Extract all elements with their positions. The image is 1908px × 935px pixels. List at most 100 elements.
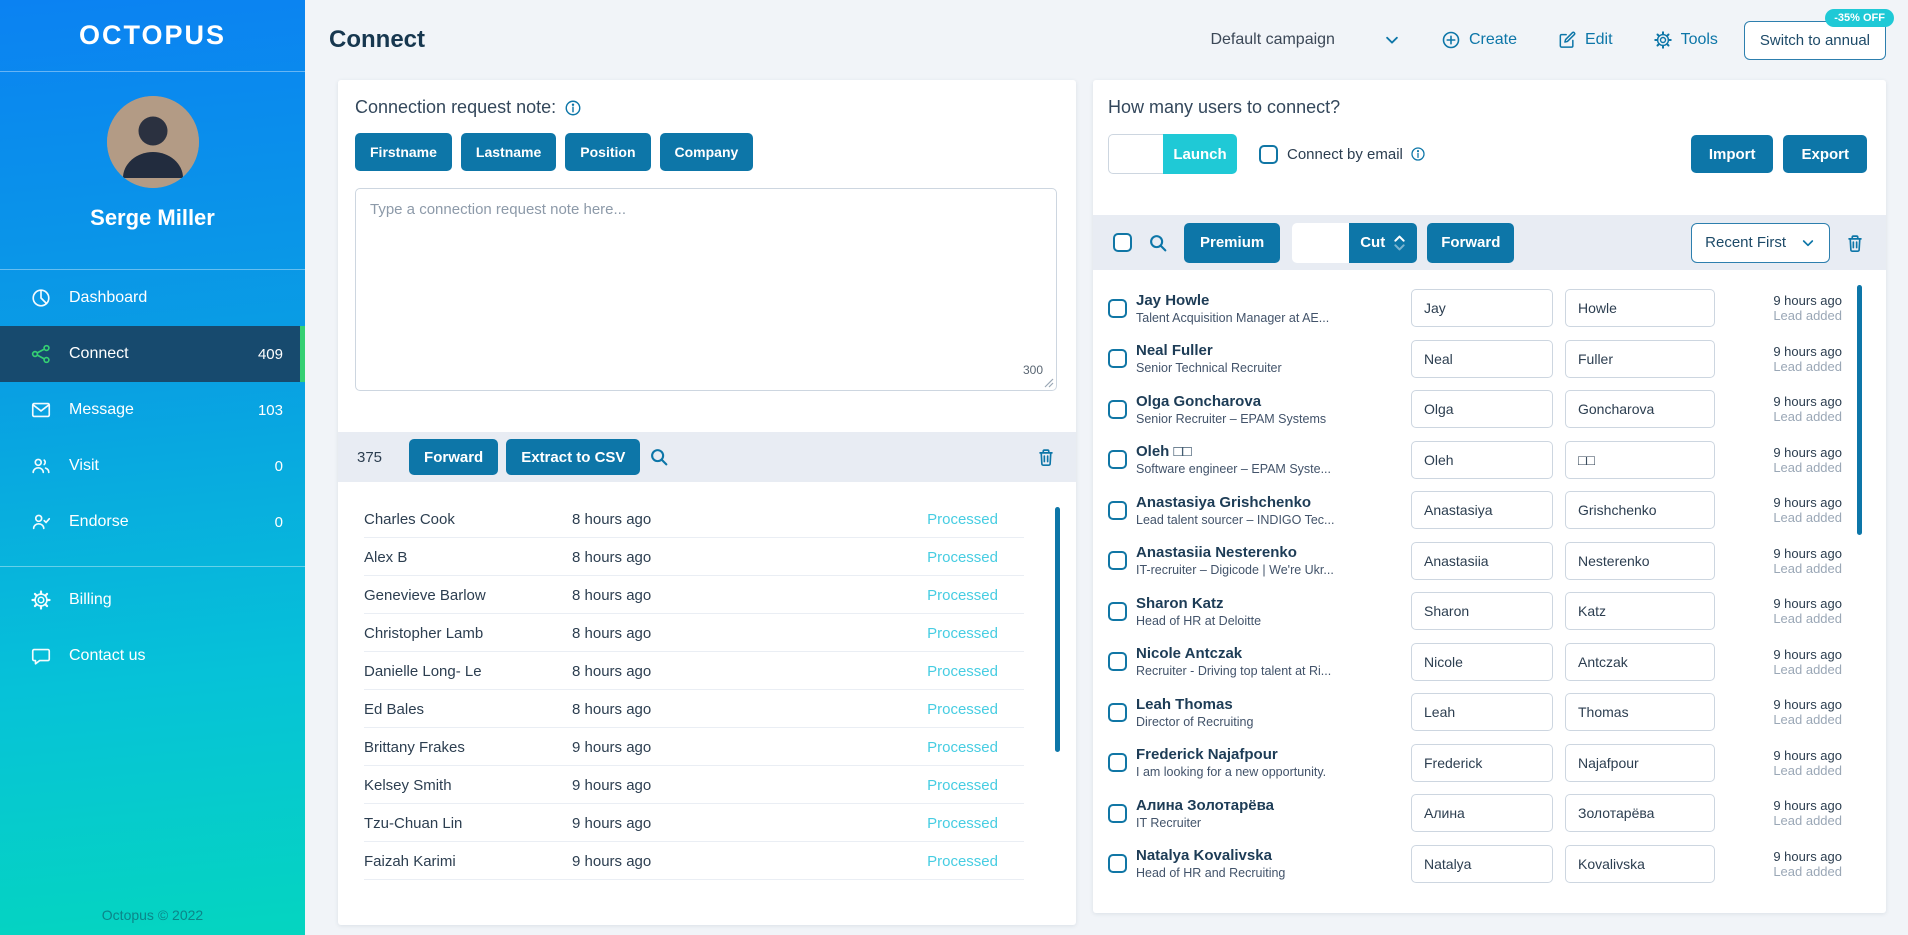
last-name-input[interactable] — [1565, 289, 1715, 328]
import-button[interactable]: Import — [1690, 135, 1774, 173]
lead-checkbox[interactable] — [1108, 500, 1127, 520]
processed-row[interactable]: Faizah Karimi 9 hours ago Processed — [338, 842, 1076, 880]
last-name-input[interactable] — [1565, 390, 1715, 429]
connect-list-scrollbar[interactable] — [1857, 285, 1862, 535]
first-name-input[interactable] — [1411, 390, 1553, 429]
sidebar-item-dashboard[interactable]: Dashboard — [0, 270, 305, 326]
lead-headline: Recruiter - Driving top talent at Ri... — [1136, 664, 1332, 679]
placeholder-chip-position[interactable]: Position — [565, 133, 651, 171]
people-icon — [30, 455, 52, 477]
last-name-input[interactable] — [1565, 844, 1715, 883]
cut-button[interactable]: Cut — [1349, 222, 1418, 263]
sidebar-item-message[interactable]: Message 103 — [0, 382, 305, 438]
last-name-input[interactable] — [1565, 491, 1715, 530]
lead-checkbox[interactable] — [1108, 702, 1127, 722]
first-name-input[interactable] — [1411, 693, 1553, 732]
lead-checkbox[interactable] — [1108, 298, 1127, 318]
forward-button[interactable]: Forward — [409, 439, 499, 475]
first-name-input[interactable] — [1411, 844, 1553, 883]
launch-button[interactable]: Launch — [1163, 134, 1237, 174]
first-name-input[interactable] — [1411, 743, 1553, 782]
users-count-input[interactable] — [1108, 134, 1163, 174]
forward-button[interactable]: Forward — [1427, 222, 1515, 263]
resize-handle-icon[interactable] — [1044, 378, 1054, 388]
last-name-input[interactable] — [1565, 743, 1715, 782]
contact-time: 8 hours ago — [572, 510, 652, 528]
processed-row[interactable]: Kelsey Smith 9 hours ago Processed — [338, 766, 1076, 804]
first-name-input[interactable] — [1411, 642, 1553, 681]
first-name-input[interactable] — [1411, 541, 1553, 580]
processed-row[interactable]: Danielle Long- Le 8 hours ago Processed — [338, 652, 1076, 690]
person-check-icon — [30, 511, 52, 533]
contact-name: Faizah Karimi — [364, 852, 456, 870]
premium-button[interactable]: Premium — [1184, 222, 1281, 263]
sidebar-item-connect[interactable]: Connect 409 — [0, 326, 305, 382]
processed-row[interactable]: Alex B 8 hours ago Processed — [338, 538, 1076, 576]
placeholder-chip-company[interactable]: Company — [659, 133, 754, 171]
processed-row[interactable]: Tzu-Chuan Lin 9 hours ago Processed — [338, 804, 1076, 842]
create-button[interactable]: Create — [1441, 30, 1517, 50]
search-button[interactable] — [648, 446, 670, 468]
cut-count-input[interactable] — [1292, 222, 1350, 263]
note-textarea[interactable] — [355, 188, 1057, 391]
status-badge: Processed — [927, 624, 998, 642]
lead-headline: Senior Technical Recruiter — [1136, 361, 1282, 376]
lead-checkbox[interactable] — [1108, 450, 1127, 470]
lead-checkbox[interactable] — [1108, 854, 1127, 874]
delete-button[interactable] — [1035, 446, 1057, 468]
lead-time: 9 hours ago — [1773, 697, 1842, 713]
placeholder-chip-lastname[interactable]: Lastname — [460, 133, 557, 171]
first-name-input[interactable] — [1411, 289, 1553, 328]
sidebar-item-endorse[interactable]: Endorse 0 — [0, 494, 305, 550]
processed-row[interactable]: Genevieve Barlow 8 hours ago Processed — [338, 576, 1076, 614]
last-name-input[interactable] — [1565, 339, 1715, 378]
last-name-input[interactable] — [1565, 440, 1715, 479]
processed-row[interactable]: Brittany Frakes 9 hours ago Processed — [338, 728, 1076, 766]
connect-by-email-checkbox[interactable] — [1259, 144, 1278, 164]
processed-row[interactable]: Ed Bales 8 hours ago Processed — [338, 690, 1076, 728]
lead-name: Алина Золотарёва — [1136, 796, 1275, 814]
last-name-input[interactable] — [1565, 642, 1715, 681]
tools-button[interactable]: Tools — [1653, 30, 1718, 50]
lead-checkbox[interactable] — [1108, 652, 1127, 672]
select-all-checkbox[interactable] — [1113, 233, 1132, 252]
processed-row[interactable]: Charles Cook 8 hours ago Processed — [338, 500, 1076, 538]
last-name-input[interactable] — [1565, 693, 1715, 732]
first-name-input[interactable] — [1411, 491, 1553, 530]
delete-button[interactable] — [1844, 232, 1866, 254]
last-name-input[interactable] — [1565, 592, 1715, 631]
info-icon[interactable] — [1410, 146, 1426, 162]
first-name-input[interactable] — [1411, 440, 1553, 479]
first-name-input[interactable] — [1411, 339, 1553, 378]
sidebar-item-billing[interactable]: Billing — [0, 572, 305, 628]
sidebar-item-visit[interactable]: Visit 0 — [0, 438, 305, 494]
processed-row[interactable]: Christopher Lamb 8 hours ago Processed — [338, 614, 1076, 652]
edit-button[interactable]: Edit — [1557, 30, 1613, 50]
lead-checkbox[interactable] — [1108, 551, 1127, 571]
switch-to-annual-button[interactable]: Switch to annual — [1743, 20, 1886, 60]
chevron-down-icon — [1800, 235, 1816, 251]
campaign-selector[interactable]: Default campaign — [1210, 31, 1401, 49]
sidebar-item-contact-us[interactable]: Contact us — [0, 628, 305, 684]
processed-list-scrollbar[interactable] — [1055, 507, 1060, 752]
placeholder-chip-firstname[interactable]: Firstname — [355, 133, 452, 171]
first-name-input[interactable] — [1411, 794, 1553, 833]
export-button[interactable]: Export — [1783, 135, 1867, 173]
lead-checkbox[interactable] — [1108, 349, 1127, 369]
lead-checkbox[interactable] — [1108, 753, 1127, 773]
lead-checkbox[interactable] — [1108, 399, 1127, 419]
extract-csv-button[interactable]: Extract to CSV — [506, 439, 641, 475]
sort-order-selector[interactable]: Recent First — [1691, 222, 1830, 263]
lead-checkbox[interactable] — [1108, 601, 1127, 621]
sort-order-value: Recent First — [1705, 234, 1786, 251]
lead-status: Lead added — [1773, 459, 1842, 475]
last-name-input[interactable] — [1565, 541, 1715, 580]
search-button[interactable] — [1147, 232, 1169, 254]
info-icon[interactable] — [564, 99, 582, 117]
share-icon — [30, 343, 52, 365]
last-name-input[interactable] — [1565, 794, 1715, 833]
lead-headline: Head of HR and Recruiting — [1136, 866, 1286, 881]
lead-info: Neal Fuller Senior Technical Recruiter — [1136, 342, 1404, 375]
lead-checkbox[interactable] — [1108, 803, 1127, 823]
first-name-input[interactable] — [1411, 592, 1553, 631]
